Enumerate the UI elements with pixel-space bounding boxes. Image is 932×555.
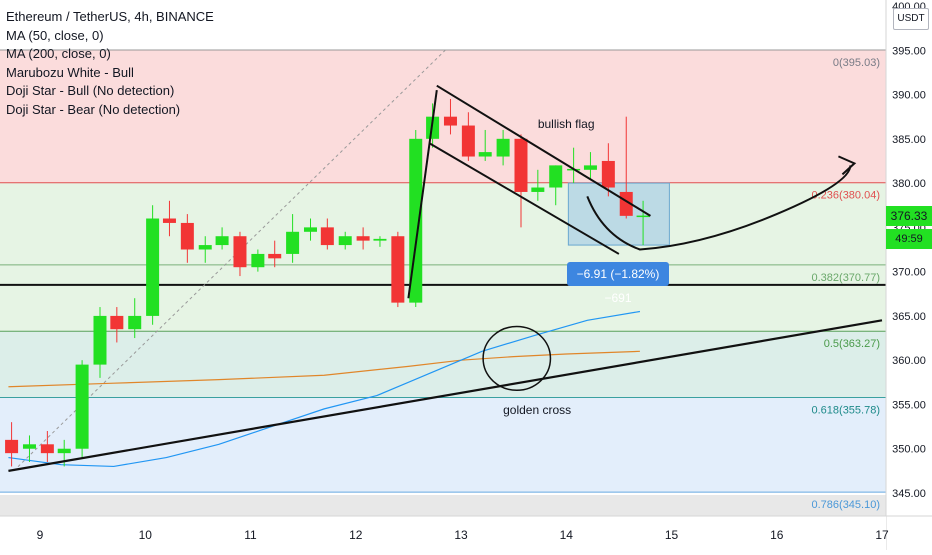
trendline bbox=[8, 319, 883, 472]
ma200-line bbox=[8, 350, 640, 388]
candle-up bbox=[636, 215, 650, 218]
fib-label: 0.236(380.04) bbox=[812, 190, 881, 202]
candle-down bbox=[110, 315, 124, 330]
bullish-flag-label: bullish flag bbox=[538, 117, 595, 131]
candle-down bbox=[443, 116, 457, 126]
price-tick-label: 390.00 bbox=[892, 90, 926, 102]
fib-zone bbox=[0, 331, 886, 398]
indicator-marubozu[interactable]: Marubozu White - Bull bbox=[6, 64, 134, 80]
candle-down bbox=[601, 160, 615, 188]
fib-levels: 0(395.03) 0.236(380.04) 0.382(370.77) 0.5(3… bbox=[0, 49, 886, 511]
time-tick-label: 14 bbox=[560, 528, 574, 542]
time-tick-label: 12 bbox=[349, 528, 363, 542]
measure-box bbox=[567, 182, 670, 246]
time-tick-label: 15 bbox=[665, 528, 679, 542]
time-tick-label: 13 bbox=[454, 528, 468, 542]
golden-cross-ellipse bbox=[482, 325, 552, 392]
fib-label: 0.786(345.10) bbox=[812, 499, 881, 511]
price-tick-label: 365.00 bbox=[892, 311, 926, 323]
candle-down bbox=[461, 125, 475, 157]
candles bbox=[5, 98, 650, 467]
ma50-line bbox=[8, 310, 641, 468]
candle-up bbox=[583, 165, 597, 170]
countdown-tag: 49:59 bbox=[886, 229, 932, 249]
current-price-tag: 376.33 bbox=[886, 206, 932, 226]
fib-zone bbox=[0, 50, 886, 183]
candle-up bbox=[215, 236, 229, 246]
candle-up bbox=[338, 236, 352, 246]
candle-up bbox=[128, 315, 142, 330]
candle-down bbox=[5, 439, 19, 454]
candle-up bbox=[531, 187, 545, 192]
candle-down bbox=[233, 236, 247, 268]
candle-up bbox=[198, 245, 212, 250]
fib-diagonal bbox=[13, 49, 446, 472]
candle-up bbox=[93, 315, 107, 365]
price-tick-label: 380.00 bbox=[892, 178, 926, 190]
price-tick-label: 385.00 bbox=[892, 134, 926, 146]
time-tick-label: 17 bbox=[875, 528, 889, 542]
fib-zone bbox=[0, 397, 886, 493]
projection-arrowhead bbox=[838, 155, 857, 176]
candle-up bbox=[146, 218, 160, 316]
indicator-doji-bull[interactable]: Doji Star - Bull (No detection) bbox=[6, 83, 175, 98]
fib-label: 0.382(370.77) bbox=[812, 272, 881, 284]
chart-legend: Ethereum / TetherUS, 4h, BINANCE MA (50,… bbox=[6, 8, 214, 119]
time-tick-label: 16 bbox=[770, 528, 784, 542]
price-tick-label: 355.00 bbox=[892, 399, 926, 411]
candle-down bbox=[391, 236, 405, 303]
price-tick-label: 395.00 bbox=[892, 45, 926, 57]
candle-up bbox=[303, 227, 317, 232]
symbol-title[interactable]: Ethereum / TetherUS, 4h, BINANCE bbox=[6, 9, 214, 24]
price-axis-bg bbox=[886, 0, 932, 550]
candle-down bbox=[162, 218, 176, 223]
price-tick-label: 345.00 bbox=[892, 488, 926, 500]
candle-down bbox=[268, 253, 282, 259]
candle-down bbox=[619, 191, 633, 216]
fib-label: 0.5(363.27) bbox=[824, 338, 880, 350]
fib-zones bbox=[0, 50, 886, 516]
candle-up bbox=[478, 152, 492, 157]
measure-label[interactable]: −6.91 (−1.82%) −691 bbox=[567, 262, 669, 305]
fib-label: 0.618(355.78) bbox=[812, 405, 881, 417]
candle-up bbox=[75, 364, 89, 449]
candle-up bbox=[57, 448, 71, 454]
price-tick-label: 370.00 bbox=[892, 267, 926, 279]
time-tick-label: 11 bbox=[244, 528, 257, 542]
drawing-tools: bullish flag golden cross bbox=[8, 84, 883, 472]
candle-up bbox=[251, 253, 265, 268]
candle-up bbox=[22, 444, 36, 449]
candle-down bbox=[514, 138, 528, 192]
time-axis-bg bbox=[0, 516, 886, 550]
candle-up bbox=[549, 165, 563, 188]
time-tick-label: 9 bbox=[37, 528, 44, 542]
candle-down bbox=[40, 444, 54, 454]
candle-down bbox=[356, 236, 370, 241]
projection-curve bbox=[586, 165, 852, 251]
candle-up bbox=[373, 238, 387, 241]
indicator-ma200[interactable]: MA (200, close, 0) bbox=[6, 46, 111, 61]
time-tick-label: 10 bbox=[139, 528, 153, 542]
flag-lower-line bbox=[428, 142, 620, 255]
flag-upper-line bbox=[436, 84, 651, 217]
fib-label: 0(395.03) bbox=[833, 57, 880, 69]
bottom-strip bbox=[0, 495, 886, 516]
candle-down bbox=[180, 222, 194, 250]
indicator-doji-bear[interactable]: Doji Star - Bear (No detection) bbox=[6, 101, 181, 117]
flag-pole bbox=[407, 89, 438, 299]
currency-button[interactable]: USDT bbox=[893, 8, 929, 30]
candle-up bbox=[286, 231, 300, 254]
indicator-ma50[interactable]: MA (50, close, 0) bbox=[6, 27, 104, 43]
price-tick-label: 360.00 bbox=[892, 355, 926, 367]
candle-down bbox=[320, 227, 334, 246]
price-tick-label: 350.00 bbox=[892, 444, 926, 456]
candle-up bbox=[496, 138, 510, 157]
golden-cross-label: golden cross bbox=[503, 403, 571, 417]
